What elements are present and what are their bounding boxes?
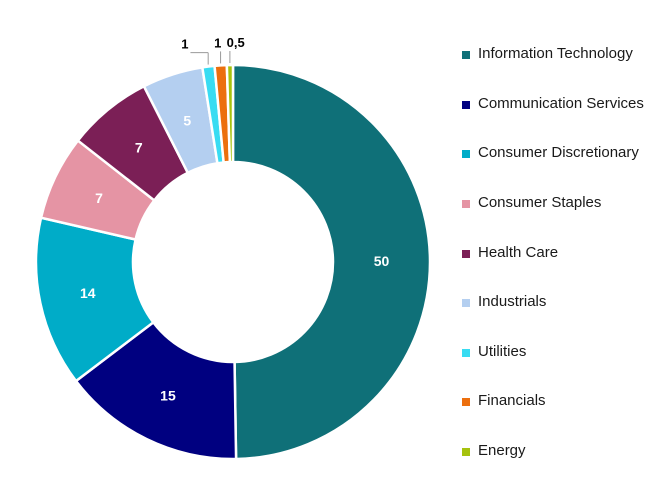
legend-swatch (462, 101, 470, 109)
legend-label: Industrials (478, 293, 547, 310)
data-label-communication-services: 15 (160, 388, 176, 404)
legend-item-consumer-staples: Consumer Staples (462, 191, 652, 215)
legend-item-energy: Energy (462, 439, 652, 463)
legend-label: Financials (478, 392, 546, 409)
legend-swatch (462, 250, 470, 258)
legend-item-information-technology: Information Technology (462, 42, 652, 66)
slice-energy (225, 63, 235, 164)
donut-slices (34, 63, 432, 461)
legend-swatch (462, 349, 470, 357)
slice-labels: 50 15 14 7 7 5 1 1 0,5 (80, 35, 389, 403)
slice-information-technology (231, 63, 432, 461)
legend-label: Consumer Staples (478, 194, 602, 211)
data-label-energy: 0,5 (227, 35, 245, 50)
data-label-consumer-discretionary: 14 (80, 285, 96, 301)
legend-swatch (462, 448, 470, 456)
data-label-financials: 1 (214, 35, 221, 50)
data-label-consumer-staples: 7 (95, 190, 103, 206)
legend-item-communication-services: Communication Services (462, 92, 652, 116)
data-label-health-care: 7 (135, 139, 143, 155)
data-label-information-technology: 50 (374, 253, 390, 269)
legend-label: Communication Services (478, 95, 644, 112)
legend-swatch (462, 200, 470, 208)
legend-item-financials: Financials (462, 389, 652, 413)
legend-label: Energy (478, 442, 526, 459)
legend-swatch (462, 150, 470, 158)
legend-swatch (462, 398, 470, 406)
data-label-industrials: 5 (183, 113, 191, 129)
legend-label: Consumer Discretionary (478, 144, 639, 161)
legend-item-utilities: Utilities (462, 340, 652, 364)
legend-item-health-care: Health Care (462, 241, 652, 265)
legend-swatch (462, 299, 470, 307)
legend-swatch (462, 51, 470, 59)
legend-label: Information Technology (478, 45, 633, 62)
legend-label: Utilities (478, 343, 527, 360)
legend-item-industrials: Industrials (462, 290, 652, 314)
legend-item-consumer-discretionary: Consumer Discretionary (462, 141, 652, 165)
data-label-utilities: 1 (181, 37, 188, 52)
legend-label: Health Care (478, 244, 559, 261)
